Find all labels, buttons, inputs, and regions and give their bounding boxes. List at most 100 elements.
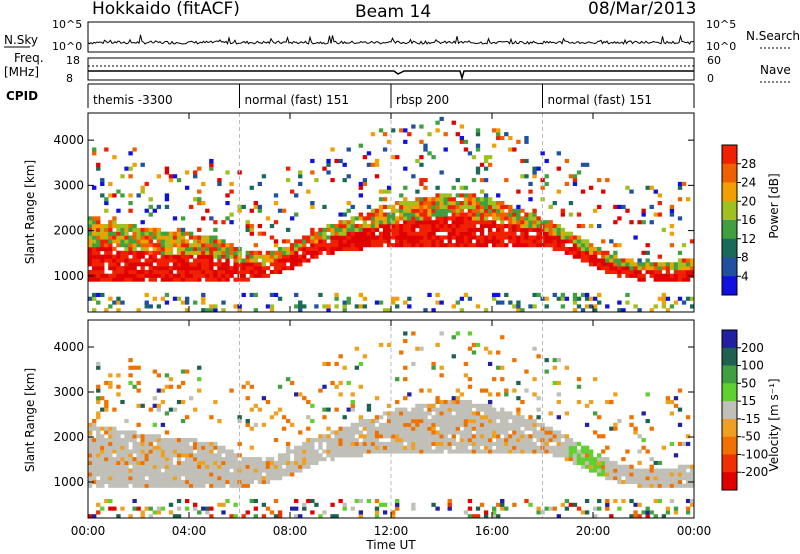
range-cell [625,273,630,278]
range-cell [205,254,210,259]
range-cell [374,514,380,519]
colorbar-tick-label: -100 [741,447,768,461]
range-cell [96,457,101,462]
ytick-label: 3000 [53,178,84,192]
range-cell [209,514,214,519]
range-cell [201,445,206,450]
range-cell [229,220,234,225]
range-cell [572,460,578,465]
range-cell [302,464,307,469]
range-cell [374,415,380,420]
range-cell [415,419,420,424]
range-cell [617,506,622,511]
range-cell [164,166,170,171]
range-cell [395,223,400,229]
range-cell [176,453,182,458]
range-cell [467,377,473,382]
range-cell [532,419,537,424]
range-cell [152,453,157,458]
range-cell [197,460,202,465]
range-cell [330,380,335,386]
range-cell [423,449,428,454]
range-cell [241,457,246,462]
range-cell [463,231,469,236]
range-cell [685,415,691,420]
range-cell [536,415,541,420]
range-cell [156,468,162,473]
range-cell [120,193,125,198]
range-cell [104,223,109,229]
range-cell [649,273,654,278]
range-cell [669,204,675,209]
range-cell [201,181,206,187]
range-cell [253,250,258,255]
range-cell [560,434,566,439]
range-cell [128,193,133,198]
range-cell [689,498,695,504]
range-cell [399,449,404,454]
range-cell [100,258,105,263]
range-cell [148,445,153,450]
range-cell [225,464,230,469]
range-cell [172,174,178,179]
range-cell [164,170,170,175]
range-cell [104,453,109,458]
range-cell [92,460,97,465]
range-cell [386,308,392,313]
range-cell [354,216,359,221]
range-cell [213,468,218,473]
range-cell [374,506,380,511]
range-cell [657,498,662,504]
range-cell [132,227,137,232]
range-cell [419,155,424,160]
range-cell [681,262,687,267]
range-cell [184,300,190,305]
range-cell [120,449,125,454]
range-cell [346,453,351,458]
range-cell [492,204,497,209]
range-cell [403,411,408,416]
range-cell [197,201,202,206]
range-cell [556,235,561,240]
range-cell [645,506,650,511]
range-cell [455,399,460,405]
range-cell [124,483,129,488]
range-cell [584,464,590,469]
range-cell [593,250,598,255]
range-cell [120,483,125,488]
range-cell [358,453,364,458]
range-cell [116,235,121,240]
range-cell [338,212,343,217]
range-cell [144,269,149,275]
range-cell [261,396,267,401]
range-cell [548,445,553,450]
range-cell [253,243,258,248]
range-cell [152,296,157,301]
range-cell [516,411,521,416]
range-cell [576,243,582,248]
range-cell [475,235,481,240]
range-cell [399,350,404,355]
range-cell [213,273,218,278]
range-cell [645,258,650,263]
range-cell [391,510,396,515]
range-cell [124,243,129,248]
velocity-ylabel: Slant Range [km] [23,368,37,472]
range-cell [298,392,303,397]
range-cell [370,422,376,427]
range-cell [132,250,137,255]
range-cell [512,449,517,454]
range-cell [512,231,517,236]
range-cell [253,273,258,278]
range-cell [294,514,299,519]
range-cell [415,239,420,244]
range-cell [116,449,121,454]
range-cell [205,506,210,511]
range-cell [221,479,226,485]
range-cell [496,300,501,305]
range-cell [326,223,331,229]
range-cell [524,426,529,431]
range-cell [597,464,602,469]
range-cell [391,426,396,431]
range-cell [189,445,194,450]
